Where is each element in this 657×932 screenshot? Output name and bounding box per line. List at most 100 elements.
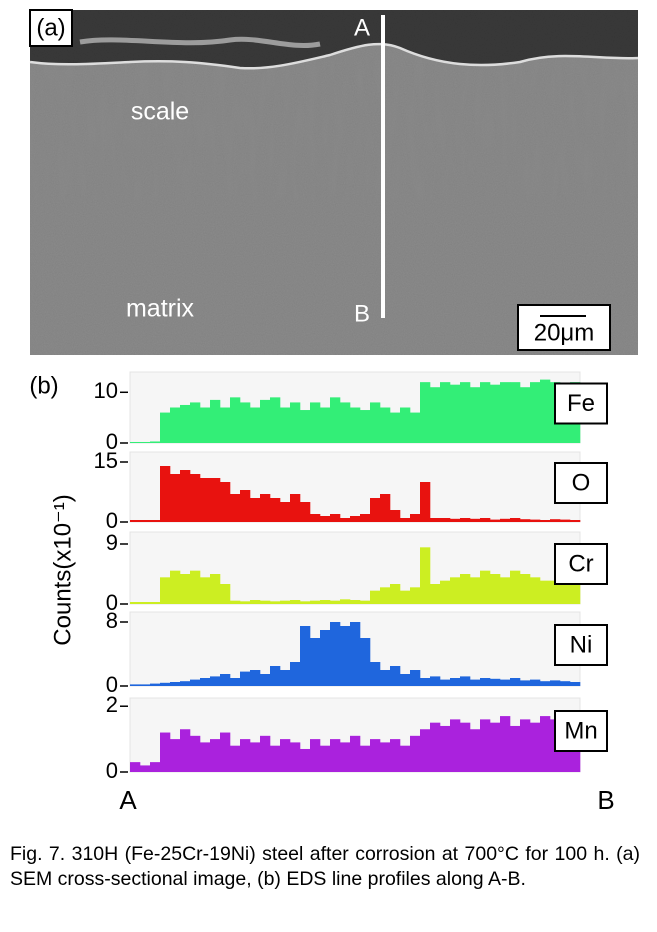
- profile-bar: [440, 725, 451, 772]
- profile-bar: [550, 680, 561, 686]
- element-label-box: [554, 382, 608, 425]
- profile-bar: [340, 402, 351, 443]
- profile-bar: [200, 577, 211, 604]
- layer-label: scale: [131, 98, 189, 126]
- profile-bar: [190, 474, 201, 522]
- profile-bar: [370, 402, 381, 443]
- profile-bar: [250, 407, 261, 443]
- profile-bar: [280, 407, 291, 443]
- profile-bar: [240, 671, 251, 686]
- profile-bar: [460, 722, 471, 772]
- profile-bar: [480, 382, 491, 443]
- profile-bar: [530, 722, 541, 772]
- profile-bar: [280, 502, 291, 522]
- profile-bar: [380, 670, 391, 686]
- profile-bar: [570, 520, 581, 522]
- profile-bar: [150, 520, 161, 522]
- profile-bar: [430, 387, 441, 443]
- profile-bar: [400, 590, 411, 604]
- profile-bar: [160, 682, 171, 686]
- profile-bar: [230, 678, 241, 686]
- profile-bar: [140, 765, 151, 772]
- profile-bar: [400, 674, 411, 686]
- profile-bar: [330, 514, 341, 522]
- profile-bar: [360, 638, 371, 686]
- profile-bar: [190, 570, 201, 604]
- profile-bar: [160, 412, 171, 443]
- profile-bar: [410, 670, 421, 686]
- profile-bar: [280, 670, 291, 686]
- profile-bar: [420, 482, 431, 522]
- profile-bar: [200, 407, 211, 443]
- profile-bar: [270, 498, 281, 522]
- profile-bar: [530, 382, 541, 443]
- profile-bar: [200, 678, 211, 686]
- profile-bar: [430, 584, 441, 604]
- profile-bar: [260, 674, 271, 686]
- profile-bar: [410, 412, 421, 443]
- profile-bar: [270, 601, 281, 604]
- profile-bar: [360, 600, 371, 604]
- profile-bar: [370, 498, 381, 522]
- profile-bar: [280, 600, 291, 604]
- profile-bar: [220, 482, 231, 522]
- profile-bar: [500, 382, 511, 443]
- profile-bar: [320, 745, 331, 772]
- x-end-label: B: [597, 785, 614, 815]
- profile-bar: [500, 518, 511, 522]
- profile-bar: [310, 514, 321, 522]
- profile-bar: [450, 384, 461, 443]
- profile-bar: [380, 494, 391, 522]
- profile-bar: [540, 379, 551, 443]
- profile-bar: [480, 570, 491, 604]
- profile-bar: [310, 638, 321, 686]
- profile-bar: [220, 584, 231, 604]
- profile-bar: [510, 382, 521, 443]
- y-tick-label: 8: [106, 608, 118, 633]
- profile-bar: [190, 679, 201, 686]
- profile-bar: [210, 676, 221, 686]
- profile-bar: [350, 735, 361, 772]
- y-tick-label: 9: [106, 530, 118, 555]
- profile-bar: [190, 735, 201, 772]
- y-tick-label: 15: [94, 448, 118, 473]
- profile-bar: [500, 577, 511, 604]
- profile-bar: [450, 678, 461, 686]
- profile-bar: [440, 580, 451, 604]
- y-tick-label: 0: [106, 508, 118, 533]
- profile-bar: [520, 519, 531, 522]
- profile-bar: [180, 681, 191, 686]
- profile-bar: [200, 742, 211, 772]
- element-label-box: [554, 624, 608, 666]
- profile-bar: [310, 402, 321, 443]
- profile-bar: [520, 680, 531, 686]
- scale-bar-box: [517, 304, 611, 351]
- element-label-box: [554, 710, 608, 752]
- profile-bar: [180, 404, 191, 443]
- profile-bar: [420, 678, 431, 686]
- profile-bar: [410, 514, 421, 522]
- profile-bar: [360, 745, 371, 772]
- profile-bar: [430, 722, 441, 772]
- profile-bar: [370, 739, 381, 772]
- profile-bar: [370, 662, 381, 686]
- profile-bar: [510, 725, 521, 772]
- profile-bar: [420, 547, 431, 604]
- profile-bar: [540, 520, 551, 522]
- profile-bar: [330, 397, 341, 443]
- profile-bar: [420, 382, 431, 443]
- profile-bar: [170, 682, 181, 686]
- profile-bar: [380, 407, 391, 443]
- profile-bar: [410, 587, 421, 604]
- profile-bar: [220, 674, 231, 686]
- profile-bar: [290, 402, 301, 443]
- profile-bar: [240, 402, 251, 443]
- profile-bar: [380, 587, 391, 604]
- profile-bar: [570, 682, 581, 686]
- profile-bar: [300, 748, 311, 772]
- profile-bar: [460, 574, 471, 604]
- profile-bar: [210, 399, 221, 443]
- profile-bar: [470, 577, 481, 604]
- profile-bar: [230, 745, 241, 772]
